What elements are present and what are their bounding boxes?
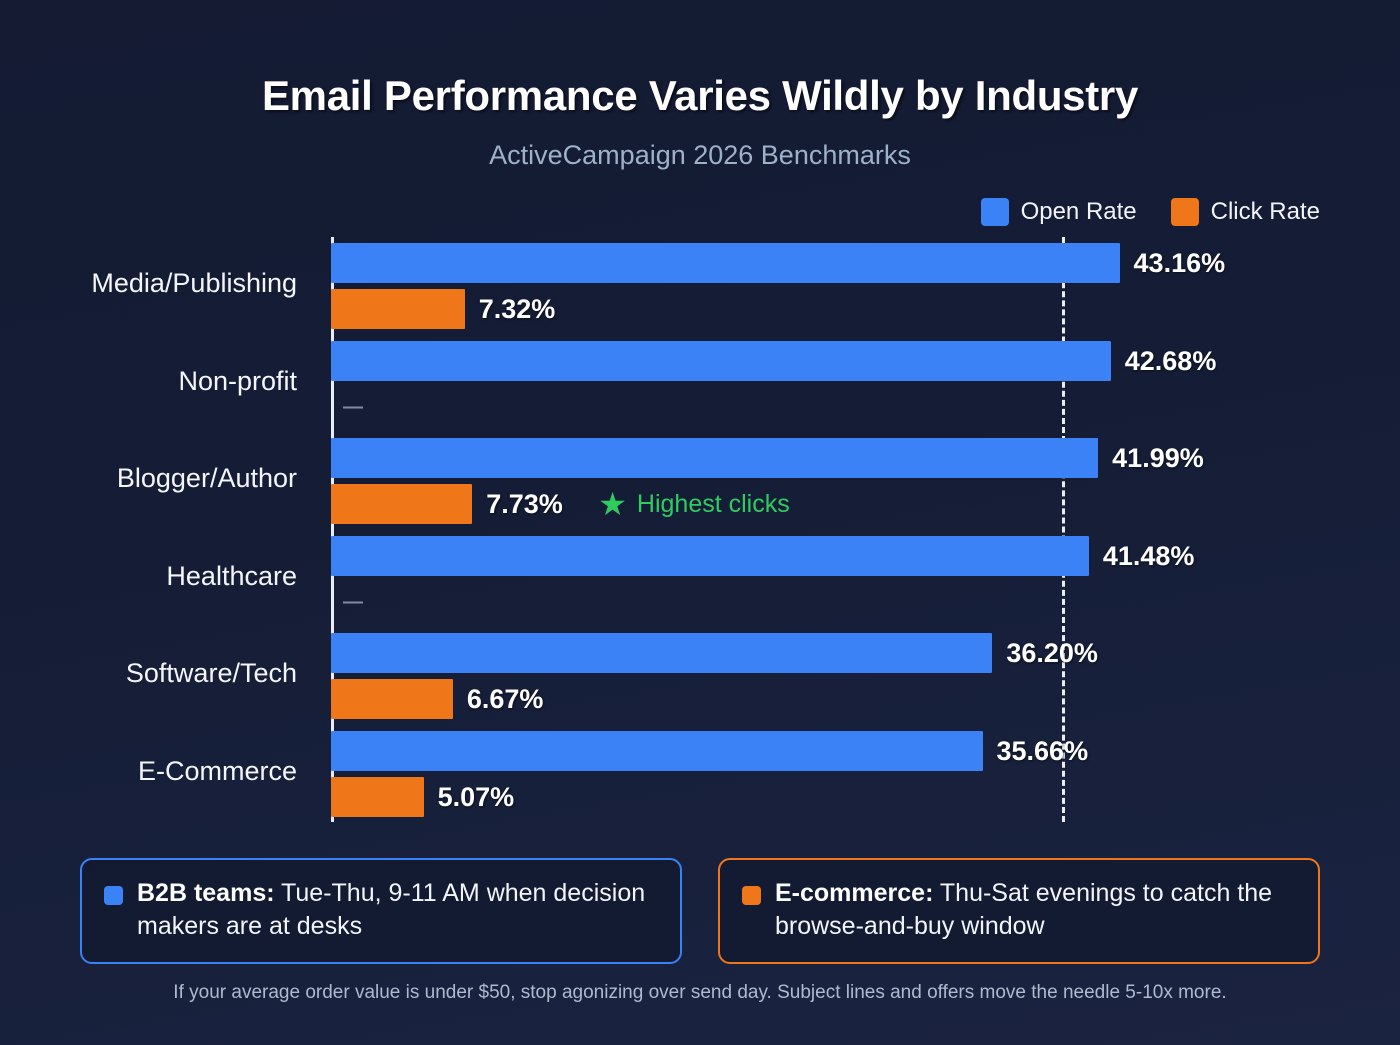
legend-label-click-rate: Click Rate bbox=[1210, 198, 1320, 225]
reference-line bbox=[1061, 237, 1065, 822]
bar-value-open-rate: 42.68% bbox=[1124, 345, 1217, 376]
chart-annotation: ★ Highest clicks bbox=[598, 484, 790, 524]
bar-chart-plot: 43.16% 7.32% 42.68% — 41.99% 7.73% ★ Highest cl… bbox=[331, 237, 1331, 822]
legend-label-open-rate: Open Rate bbox=[1020, 198, 1137, 225]
callout-text-ecommerce: E-commerce: Thu-Sat evenings to catch th… bbox=[775, 877, 1296, 943]
bar-click-rate bbox=[331, 289, 465, 329]
callout-dot-b2b bbox=[104, 886, 123, 905]
bar-value-open-rate: 41.48% bbox=[1102, 540, 1195, 571]
callout-body-b2b: Tue-Thu, 9-11 AM when decision makers ar… bbox=[137, 879, 646, 940]
legend-item-open-rate: Open Rate bbox=[980, 198, 1137, 226]
callouts-row: B2B teams: Tue-Thu, 9-11 AM when decisio… bbox=[80, 858, 1320, 964]
bar-value-click-rate: 7.73% bbox=[486, 489, 563, 519]
category-axis-labels: Media/Publishing Non-profit Blogger/Author… bbox=[0, 237, 311, 822]
no-data-marker: — bbox=[343, 590, 363, 613]
y-axis-line bbox=[331, 237, 334, 822]
category-label: Blogger/Author bbox=[116, 463, 297, 493]
category-label: Media/Publishing bbox=[91, 268, 297, 298]
bar-click-rate bbox=[331, 484, 473, 524]
category-label: Non-profit bbox=[178, 365, 297, 396]
page-title: Email Performance Varies Wildly by Indus… bbox=[261, 72, 1139, 119]
callout-b2b: B2B teams: Tue-Thu, 9-11 AM when decisio… bbox=[80, 858, 682, 964]
bar-value-open-rate: 36.20% bbox=[1006, 638, 1098, 668]
bar-click-rate bbox=[331, 679, 453, 719]
legend-swatch-open-rate bbox=[980, 198, 1009, 226]
footer-note: If your average order value is under $50… bbox=[173, 982, 1227, 1003]
bar-value-open-rate: 35.66% bbox=[996, 735, 1089, 766]
callout-body-ecommerce: Thu-Sat evenings to catch the browse-and… bbox=[775, 879, 1273, 940]
bar-value-open-rate: 43.16% bbox=[1133, 248, 1226, 278]
callout-bold-ecommerce: E-commerce: bbox=[775, 879, 934, 907]
bar-open-rate bbox=[331, 730, 983, 771]
bar-value-click-rate: 6.67% bbox=[466, 684, 544, 714]
star-icon: ★ bbox=[598, 486, 627, 522]
category-label: Software/Tech bbox=[125, 658, 297, 688]
legend-swatch-click-rate bbox=[1170, 198, 1199, 226]
bar-open-rate bbox=[331, 535, 1089, 576]
annotation-label: Highest clicks bbox=[636, 489, 790, 518]
bar-value-click-rate: 7.32% bbox=[478, 294, 556, 324]
category-label: E-Commerce bbox=[137, 755, 297, 786]
callout-bold-b2b: B2B teams: bbox=[137, 879, 275, 907]
page-subtitle: ActiveCampaign 2026 Benchmarks bbox=[489, 140, 911, 170]
bar-open-rate bbox=[331, 438, 1099, 478]
bar-open-rate bbox=[331, 633, 993, 673]
chart-legend: Open Rate Click Rate bbox=[980, 198, 1320, 226]
callout-dot-ecommerce bbox=[742, 886, 761, 905]
legend-item-click-rate: Click Rate bbox=[1170, 198, 1320, 226]
category-label: Healthcare bbox=[166, 560, 297, 591]
bar-value-open-rate: 41.99% bbox=[1112, 443, 1204, 473]
bar-click-rate bbox=[331, 776, 424, 817]
callout-text-b2b: B2B teams: Tue-Thu, 9-11 AM when decisio… bbox=[137, 877, 658, 943]
no-data-marker: — bbox=[343, 395, 363, 418]
bar-open-rate bbox=[331, 340, 1111, 381]
bar-value-click-rate: 5.07% bbox=[437, 781, 515, 812]
callout-ecommerce: E-commerce: Thu-Sat evenings to catch th… bbox=[718, 858, 1320, 964]
bar-open-rate bbox=[331, 243, 1120, 283]
